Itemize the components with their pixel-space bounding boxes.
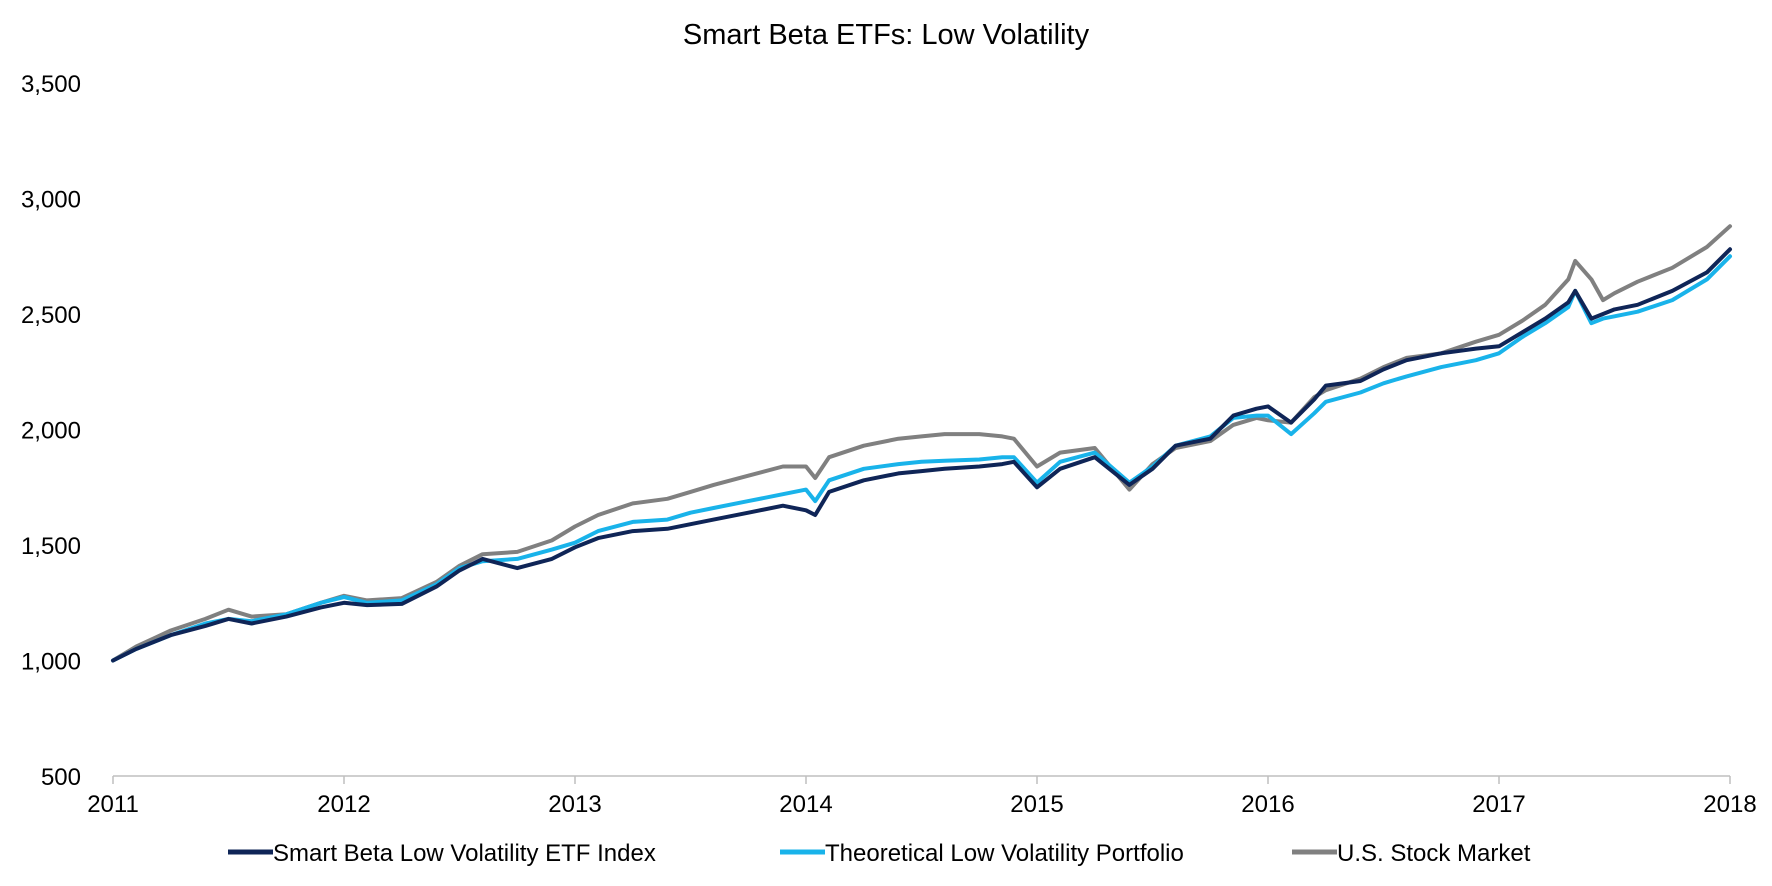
x-tick-label: 2015: [1010, 791, 1063, 818]
y-tick-label: 3,500: [21, 71, 81, 98]
series-line-1: [111, 247, 1732, 663]
y-tick-label: 1,500: [21, 533, 81, 560]
y-tick-label: 3,000: [21, 187, 81, 214]
y-tick-label: 2,000: [21, 418, 81, 445]
legend-label: Theoretical Low Volatility Portfolio: [825, 840, 1184, 867]
y-tick-label: 2,500: [21, 302, 81, 329]
legend: Smart Beta Low Volatility ETF Index Theor…: [228, 840, 1531, 867]
legend-label: Smart Beta Low Volatility ETF Index: [273, 840, 656, 867]
y-axis: 500 1,000 1,500 2,000 2,500 3,000 3,500: [21, 71, 81, 791]
chart-title: Smart Beta ETFs: Low Volatility: [683, 19, 1090, 51]
x-axis: 2011 2012 2013 2014 2015 2016 2017 2018: [87, 775, 1757, 818]
y-tick-label: 1,000: [21, 649, 81, 676]
y-tick-label: 500: [41, 764, 81, 791]
x-tick-label: 2013: [548, 791, 601, 818]
series-line-2: [111, 254, 1732, 663]
series-layer: [111, 224, 1732, 663]
x-tick-label: 2016: [1241, 791, 1294, 818]
series-line-3: [111, 224, 1732, 663]
x-tick-label: 2012: [317, 791, 370, 818]
x-tick-label: 2018: [1703, 791, 1756, 818]
legend-label: U.S. Stock Market: [1337, 840, 1531, 867]
x-tick-label: 2017: [1472, 791, 1525, 818]
x-tick-label: 2011: [87, 791, 139, 818]
x-tick-label: 2014: [779, 791, 832, 818]
